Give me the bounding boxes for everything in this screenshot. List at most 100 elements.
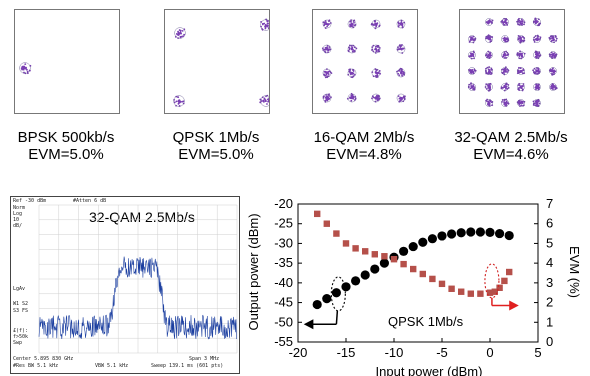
symbol-dot [324, 96, 327, 99]
symbol-dot [489, 100, 492, 103]
symbol-dot [469, 40, 471, 42]
symbol-ring [517, 51, 525, 59]
symbol-dot [552, 86, 555, 88]
symbol-dot [377, 71, 380, 74]
symbol-dot [265, 100, 267, 103]
evm-point [342, 240, 350, 247]
y2-tick-label: 1 [546, 314, 553, 329]
symbol-dot [553, 52, 556, 55]
symbol-dot [266, 22, 269, 25]
symbol-dot [377, 50, 380, 53]
symbol-dot [469, 36, 472, 38]
symbol-ring [501, 51, 509, 59]
symbol-dot [485, 21, 488, 23]
symbol-dot [487, 38, 490, 40]
evm-point [371, 251, 378, 258]
constellation-plot-bpsk [19, 62, 32, 75]
evm-value: EVM=5.0% [178, 146, 254, 163]
symbol-dot [538, 86, 541, 89]
symbol-dot [351, 50, 354, 53]
symbol-dot [519, 102, 521, 104]
symbol-ring [322, 93, 332, 103]
symbol-dot [505, 87, 507, 90]
symbol-dot [324, 74, 327, 77]
symbol-ring [533, 51, 541, 59]
symbol-dot [554, 35, 557, 38]
symbol-dot [351, 73, 354, 75]
symbol-dot [325, 46, 328, 49]
symbol-dot [472, 35, 475, 38]
y2-tick-label: 2 [546, 295, 553, 310]
resolution-bandwidth: #Res BW 5.1 kHz [13, 363, 59, 369]
symbol-dot [487, 22, 490, 25]
evm-point [496, 284, 503, 291]
symbol-dot [517, 54, 520, 56]
output-power-point [351, 276, 361, 286]
symbol-ring [501, 35, 509, 43]
evm-point [352, 245, 359, 252]
symbol-dot [504, 104, 507, 107]
symbol-dot [489, 71, 492, 74]
symbol-dot [518, 84, 521, 87]
symbol-dot [486, 100, 488, 103]
symbol-dot [323, 48, 326, 51]
y2-tick-label: 6 [546, 216, 553, 231]
symbol-dot [521, 35, 524, 38]
power-evm-chart: -20 -15 -10 -5 0 5-20-25-30-35-40-45-50-55765… [246, 196, 580, 376]
output-power-point [341, 282, 351, 292]
symbol-dot [535, 88, 537, 91]
symbol-dot [472, 55, 475, 58]
symbol-dot [520, 40, 523, 43]
evm-point [486, 289, 494, 296]
symbol-dot [487, 21, 490, 24]
symbol-dot [487, 55, 490, 58]
symbol-dot [397, 95, 400, 98]
symbol-dot [535, 83, 538, 86]
symbol-dot [260, 100, 263, 102]
symbol-dot [505, 100, 508, 103]
evm-ellipse [484, 263, 500, 299]
symbol-dot [351, 97, 353, 100]
symbol-dot [502, 55, 504, 58]
left-label: dB/ [13, 223, 23, 229]
symbol-dot [520, 18, 523, 21]
left-label: Norm [13, 205, 26, 211]
y-tick-label: -20 [274, 196, 293, 211]
symbol-dot [378, 97, 381, 100]
symbol-dot [516, 52, 519, 54]
symbol-dot [351, 94, 354, 97]
symbol-ring [371, 93, 381, 103]
symbol-dot [377, 96, 379, 99]
symbol-dot [349, 20, 351, 23]
symbol-ring [549, 35, 557, 43]
output-power-point [312, 299, 322, 310]
symbol-dot [470, 85, 473, 88]
symbol-dot [554, 85, 557, 88]
symbol-ring [396, 44, 406, 54]
symbol-dot [487, 85, 490, 88]
span: Span 3 MHz [189, 356, 220, 362]
symbol-dot [520, 20, 523, 23]
symbol-ring [485, 83, 493, 91]
y-tick-label: -30 [274, 235, 293, 250]
symbol-dot [371, 95, 374, 98]
symbol-dot [550, 51, 553, 54]
left-label: Log [13, 211, 23, 217]
chart-annotations [303, 263, 519, 330]
symbol-ring [322, 44, 332, 54]
video-bandwidth: VBW 5.1 kHz [95, 363, 129, 369]
symbol-dot [265, 95, 267, 98]
symbol-dot [520, 104, 523, 107]
symbol-dot [264, 27, 267, 30]
output-power-point [379, 258, 389, 268]
evm-value: EVM=4.6% [473, 146, 549, 163]
symbol-dot [377, 48, 380, 51]
symbol-dot [537, 85, 539, 87]
symbol-dot [397, 21, 400, 24]
constellation-label-16qam: 16-QAM 2Mb/s EVM=4.8% [294, 129, 434, 163]
evm-point [323, 220, 330, 227]
x-axis-label: Input power (dBm) [376, 364, 483, 376]
symbol-dot [519, 22, 522, 25]
symbol-dot [536, 38, 538, 40]
x-tick-label: -20 [289, 345, 308, 360]
